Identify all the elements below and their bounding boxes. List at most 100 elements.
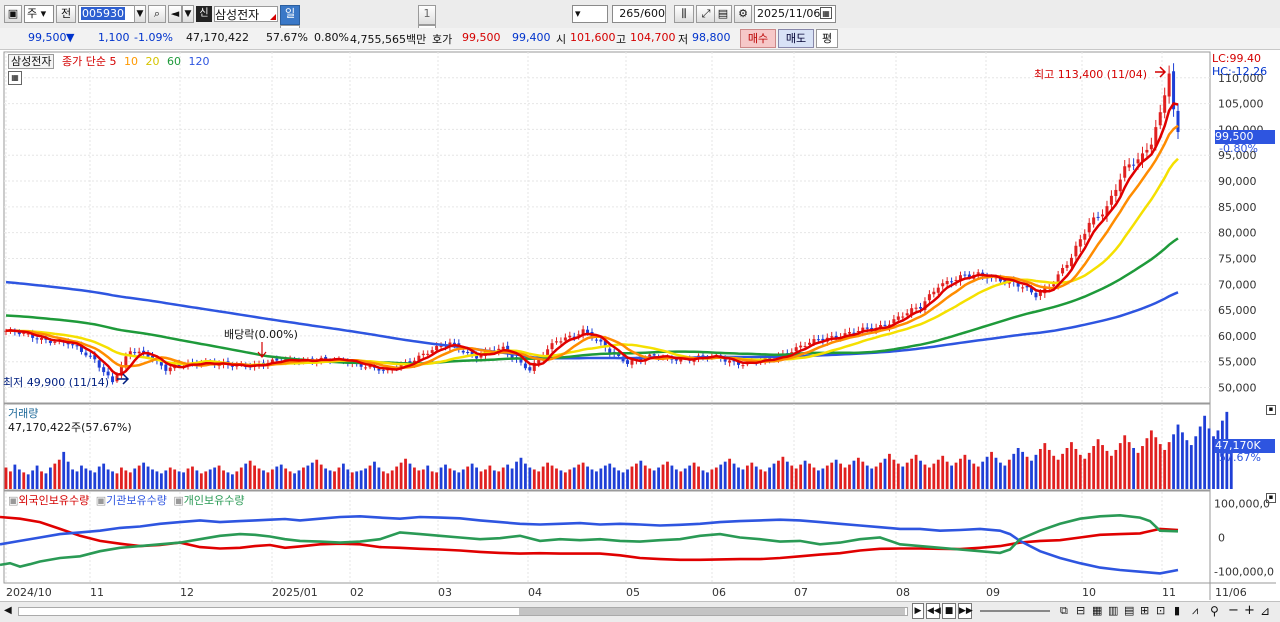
- volume-bar: [981, 461, 985, 489]
- candle-body: [630, 360, 634, 365]
- individual-label[interactable]: 개인보유수량: [183, 494, 245, 507]
- volume-bar: [413, 467, 416, 489]
- volume-bar: [657, 467, 660, 489]
- candle-body: [475, 355, 479, 359]
- code-input[interactable]: 005930: [78, 5, 138, 23]
- ma120-label[interactable]: 120: [188, 55, 210, 68]
- zoom-slider[interactable]: [980, 610, 1050, 612]
- candle-body: [275, 358, 279, 361]
- volume-bar: [151, 469, 154, 489]
- bar-chart-icon[interactable]: ▮: [1174, 604, 1181, 617]
- volume-panel-close-icon[interactable]: ▪: [1266, 405, 1276, 415]
- page-icon[interactable]: ▤: [1124, 604, 1135, 617]
- compare-icon[interactable]: ⊞: [1140, 604, 1150, 617]
- chart-tool-icon[interactable]: ⤢: [696, 5, 716, 23]
- blank-select[interactable]: ▾: [572, 5, 608, 23]
- volume-bar: [1074, 448, 1078, 489]
- scroll-left-icon[interactable]: ◀: [4, 605, 12, 616]
- rewind-icon[interactable]: ◀◀: [926, 603, 941, 619]
- grid-icon[interactable]: ▥: [1108, 604, 1119, 617]
- institution-holdings-line: [0, 514, 1179, 575]
- volume-bar: [648, 468, 652, 489]
- table-icon[interactable]: ▦: [1092, 604, 1103, 617]
- cursor-icon[interactable]: ⊿: [1260, 604, 1271, 618]
- foreign-label[interactable]: 외국인보유수량: [18, 494, 90, 507]
- holdings-panel-close-icon[interactable]: ▪: [1266, 493, 1276, 503]
- volume-bar: [199, 473, 203, 489]
- zoom-in-glass-icon[interactable]: ⚲: [1210, 604, 1219, 618]
- volume-bar: [222, 470, 225, 489]
- scroll-thumb[interactable]: [519, 608, 905, 615]
- volume-bar: [444, 464, 447, 489]
- price-tick-label: 75,000: [1218, 252, 1257, 265]
- split-icon[interactable]: ⊟: [1076, 604, 1086, 617]
- ma10-label[interactable]: 10: [123, 55, 138, 68]
- prev-button[interactable]: 전: [56, 5, 76, 23]
- sound-icon[interactable]: ◄: [168, 5, 182, 23]
- volume-bar: [843, 467, 847, 489]
- volume-bar: [452, 470, 456, 489]
- volume-bar: [368, 465, 372, 489]
- high-label: 고: [616, 33, 627, 46]
- price-legend: 삼성전자 종가 단순 5 10 20 60 120: [8, 53, 209, 69]
- calendar-icon[interactable]: ▦: [820, 7, 832, 19]
- layout-icon[interactable]: ⧉: [1060, 604, 1068, 617]
- mode-select[interactable]: 주 ▾: [24, 5, 54, 23]
- ma60-label[interactable]: 60: [166, 55, 181, 68]
- candle-body: [168, 367, 172, 372]
- volume-bar: [155, 471, 159, 489]
- gear-icon[interactable]: ⚙: [734, 5, 752, 23]
- period-0-button[interactable]: 일: [280, 5, 300, 25]
- zoom-in-icon[interactable]: +: [1244, 603, 1255, 618]
- balance-button[interactable]: 평: [816, 29, 838, 48]
- code-dropdown-icon[interactable]: ▼: [134, 5, 146, 23]
- save-icon[interactable]: ▤: [714, 5, 732, 23]
- scrollbar[interactable]: [18, 607, 908, 616]
- export-icon[interactable]: ⊡: [1156, 604, 1166, 617]
- interval-1-button[interactable]: 1: [418, 5, 436, 25]
- buy-button[interactable]: 매수: [740, 29, 776, 48]
- ma20-label[interactable]: 20: [145, 55, 160, 68]
- volume-bar: [133, 468, 137, 489]
- candle-body: [847, 332, 851, 334]
- volume-title[interactable]: 거래량: [8, 407, 39, 420]
- volume-bar: [1087, 452, 1091, 489]
- candle-body: [124, 356, 128, 367]
- count-input[interactable]: 265/600: [612, 5, 666, 23]
- candle-body: [1021, 287, 1025, 289]
- candle-body: [368, 365, 372, 368]
- candle-body: [550, 343, 554, 350]
- stock-legend-name[interactable]: 삼성전자: [8, 54, 55, 69]
- calculator-icon[interactable]: ▦: [8, 71, 22, 85]
- volume-bar: [577, 464, 581, 489]
- volume-bar: [1025, 456, 1029, 489]
- search-icon[interactable]: ⌕: [148, 5, 166, 23]
- window-icon[interactable]: ▣: [4, 5, 22, 23]
- volume-bar: [674, 469, 678, 489]
- line-chart-icon[interactable]: ⩘: [1192, 604, 1199, 617]
- candle-icon[interactable]: ⫼: [674, 5, 694, 23]
- volume-bar: [373, 461, 376, 489]
- volume-bar: [919, 460, 922, 489]
- price-tag-pct: -0.80%: [1219, 142, 1258, 155]
- volume-bar: [808, 463, 811, 489]
- volume-bar: [817, 470, 820, 489]
- sell-button[interactable]: 매도: [778, 29, 814, 48]
- ma5-label[interactable]: 5: [109, 55, 117, 68]
- zoom-out-icon[interactable]: −: [1228, 603, 1239, 618]
- institution-label[interactable]: 기관보유수량: [106, 494, 167, 507]
- candle-body: [79, 345, 83, 352]
- list-dropdown-icon[interactable]: ▼: [182, 5, 194, 23]
- holdings-tick-label: 0: [1218, 532, 1225, 545]
- current-price: 99,500: [28, 31, 67, 44]
- forward-icon[interactable]: ▶▶: [958, 603, 973, 619]
- candle-body: [812, 339, 816, 344]
- volume-bar: [781, 456, 785, 489]
- mode-value: 주: [27, 7, 38, 20]
- price-tick-label: 105,000: [1218, 98, 1264, 111]
- play-icon[interactable]: ▶: [912, 603, 924, 619]
- stop-icon[interactable]: ■: [942, 603, 956, 619]
- date-input[interactable]: 2025/11/06: [754, 5, 836, 23]
- stock-chart[interactable]: 110,000105,000100,00095,00090,00085,0008…: [0, 50, 1280, 603]
- candle-body: [896, 316, 900, 320]
